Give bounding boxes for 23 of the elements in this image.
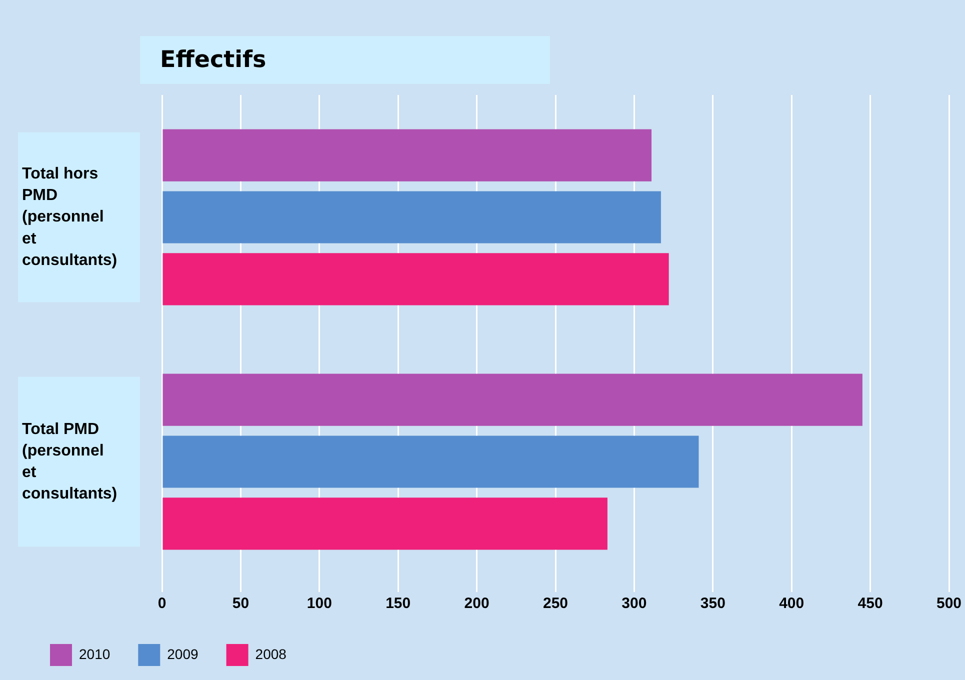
x-tick-label: 250 — [542, 595, 568, 612]
x-tick-label: 500 — [936, 595, 962, 612]
bar — [162, 253, 669, 306]
bar — [162, 374, 862, 426]
y-tick-label: Total PMD (personnel et consultants) — [22, 420, 118, 503]
chart-title: Effectifs — [140, 36, 550, 84]
x-tick-label: 400 — [779, 595, 804, 612]
x-tick-label: 200 — [464, 595, 490, 612]
legend-label: 2009 — [167, 646, 199, 662]
bar — [162, 498, 608, 550]
y-tick-label: Total hors PMD (personnel et consultants) — [22, 165, 118, 269]
x-tick-label: 450 — [858, 595, 883, 612]
x-tick-label: 50 — [232, 595, 250, 612]
x-tick-label: 0 — [158, 595, 166, 612]
legend-label: 2008 — [255, 646, 287, 662]
bar — [162, 436, 699, 488]
bar — [162, 129, 652, 182]
bar — [162, 191, 661, 244]
x-tick-label: 350 — [700, 595, 726, 612]
legend-label: 2010 — [79, 646, 110, 662]
x-tick-label: 300 — [622, 595, 647, 612]
x-tick-label: 100 — [306, 595, 332, 612]
x-tick-label: 150 — [386, 595, 411, 612]
